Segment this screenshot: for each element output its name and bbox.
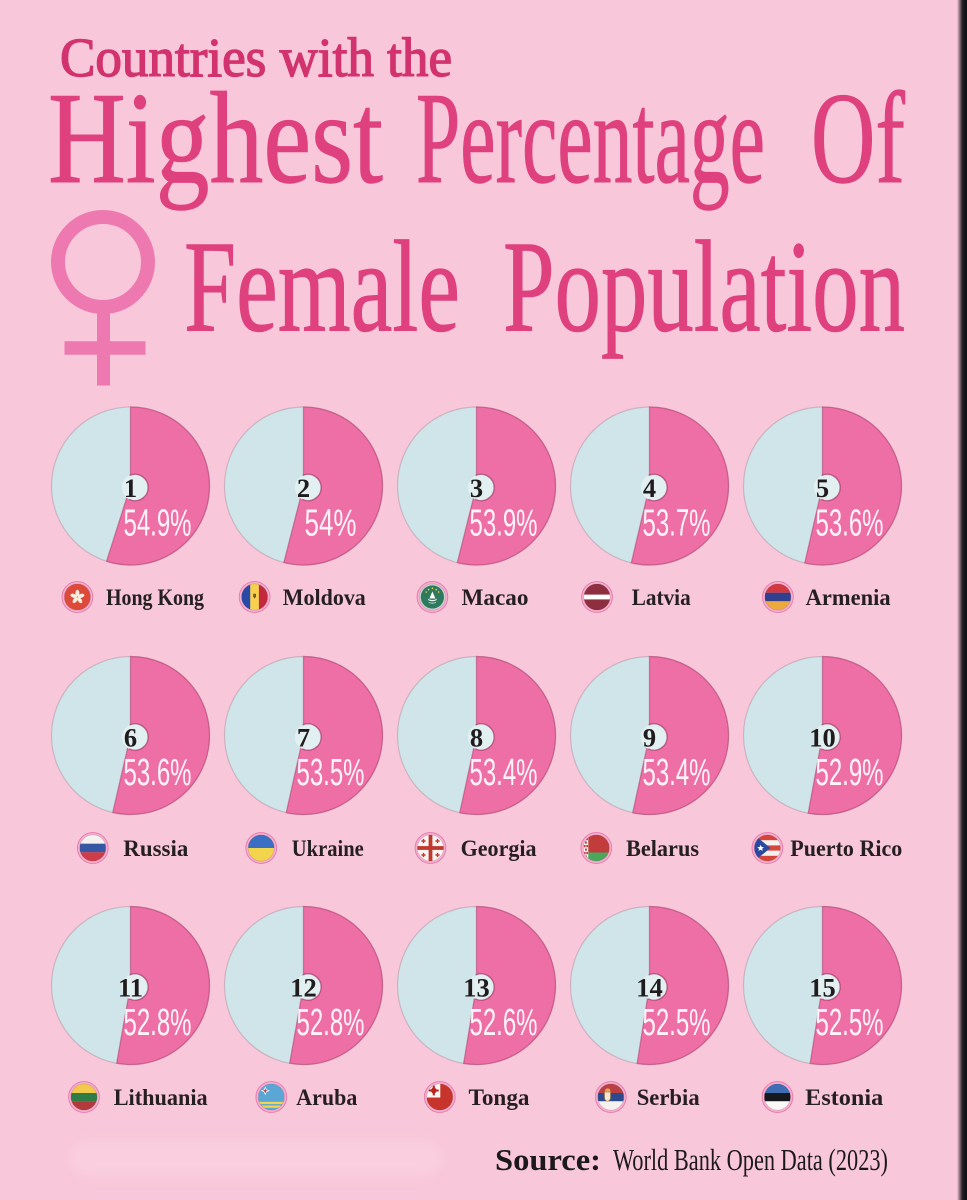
svg-text:Aruba: Aruba [296, 1085, 357, 1111]
svg-text:3: 3 [470, 473, 483, 503]
svg-text:11: 11 [118, 973, 143, 1003]
svg-text:Of: Of [811, 66, 905, 211]
svg-text:Estonia: Estonia [805, 1085, 883, 1111]
svg-text:52.8%: 52.8% [297, 1002, 365, 1044]
svg-text:9: 9 [643, 723, 656, 753]
svg-text:Source:: Source: [495, 1142, 601, 1177]
svg-text:15: 15 [809, 973, 836, 1003]
svg-text:Tonga: Tonga [469, 1085, 530, 1111]
svg-text:Percentage: Percentage [416, 66, 765, 211]
svg-text:53.4%: 53.4% [470, 752, 538, 794]
svg-text:54%: 54% [305, 503, 357, 545]
svg-text:6: 6 [124, 723, 137, 753]
svg-text:Hong Kong: Hong Kong [106, 585, 204, 611]
svg-text:52.5%: 52.5% [643, 1002, 711, 1044]
svg-text:13: 13 [463, 973, 490, 1003]
svg-text:World Bank Open Data (2023): World Bank Open Data (2023) [613, 1142, 888, 1177]
svg-text:Female: Female [184, 215, 460, 360]
svg-text:53.6%: 53.6% [816, 503, 884, 545]
svg-text:Belarus: Belarus [626, 836, 699, 862]
svg-text:53.9%: 53.9% [470, 503, 538, 545]
svg-text:4: 4 [643, 473, 656, 503]
svg-text:5: 5 [816, 473, 829, 503]
svg-text:Serbia: Serbia [637, 1085, 700, 1111]
svg-text:14: 14 [636, 973, 663, 1003]
svg-text:53.6%: 53.6% [124, 752, 192, 794]
svg-text:53.4%: 53.4% [643, 752, 711, 794]
svg-text:12: 12 [290, 973, 317, 1003]
svg-text:Moldova: Moldova [283, 585, 366, 611]
svg-text:Highest: Highest [48, 66, 383, 211]
svg-text:54.9%: 54.9% [124, 503, 192, 545]
svg-text:Ukraine: Ukraine [292, 836, 364, 862]
svg-text:52.8%: 52.8% [124, 1002, 192, 1044]
svg-text:Armenia: Armenia [806, 585, 891, 611]
svg-text:7: 7 [297, 723, 310, 753]
svg-text:Latvia: Latvia [632, 585, 691, 611]
svg-text:52.6%: 52.6% [470, 1002, 538, 1044]
svg-text:1: 1 [124, 473, 137, 503]
svg-text:52.9%: 52.9% [816, 752, 884, 794]
svg-text:Georgia: Georgia [461, 836, 537, 862]
svg-text:53.5%: 53.5% [297, 752, 365, 794]
svg-text:53.7%: 53.7% [643, 503, 711, 545]
svg-text:10: 10 [809, 723, 836, 753]
svg-text:Macao: Macao [462, 585, 529, 611]
svg-text:Lithuania: Lithuania [114, 1085, 208, 1111]
svg-text:52.5%: 52.5% [816, 1002, 884, 1044]
svg-text:2: 2 [297, 473, 310, 503]
svg-text:Countries with the: Countries with the [60, 27, 452, 88]
svg-text:8: 8 [470, 723, 483, 753]
svg-text:Russia: Russia [123, 836, 188, 862]
svg-text:Population: Population [503, 215, 905, 360]
svg-text:Puerto Rico: Puerto Rico [790, 836, 902, 862]
